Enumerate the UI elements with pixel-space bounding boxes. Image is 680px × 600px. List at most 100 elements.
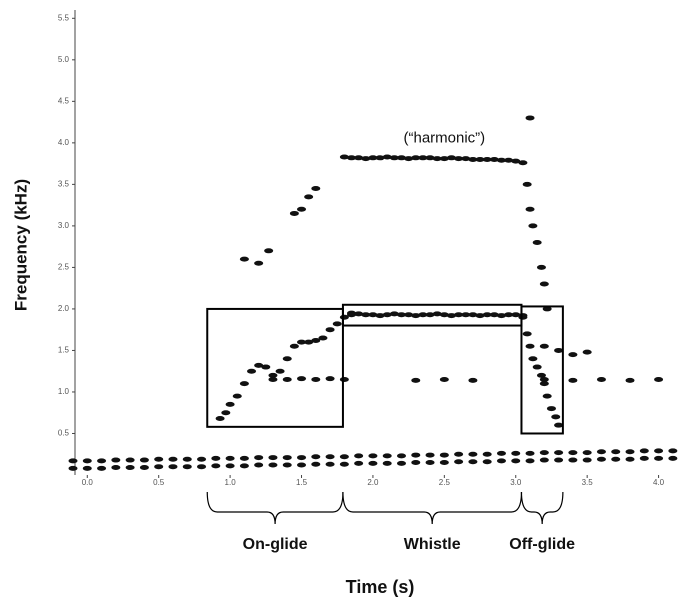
spectrogram-dot <box>125 457 135 463</box>
x-tick-label: 3.0 <box>510 478 522 487</box>
spectrogram-dot <box>311 454 321 460</box>
region-brace <box>520 491 564 525</box>
spectrogram-dot <box>211 455 221 461</box>
spectrogram-dot <box>432 156 442 162</box>
spectrogram-dot <box>446 155 456 161</box>
spectrogram-dot <box>297 206 307 212</box>
region-box <box>520 305 564 435</box>
spectrogram-dot <box>304 194 314 200</box>
spectrogram-dot <box>582 450 592 456</box>
spectrogram-dot <box>297 376 307 382</box>
region-brace <box>206 491 344 525</box>
spectrogram-dot <box>232 393 242 399</box>
spectrogram-dot <box>111 457 121 463</box>
spectrogram-dot <box>261 364 271 370</box>
y-tick-label: 3.0 <box>58 221 70 230</box>
spectrogram-dot <box>97 458 107 464</box>
spectrogram-dot <box>522 181 532 187</box>
spectrogram-dot <box>496 157 506 163</box>
spectrogram-dot <box>382 312 392 318</box>
spectrogram-dot <box>375 155 385 161</box>
spectrogram-dot <box>489 156 499 162</box>
spectrogram-dot <box>354 453 364 459</box>
spectrogram-dot <box>368 155 378 161</box>
x-tick-label: 2.0 <box>367 478 379 487</box>
spectrogram-dot <box>654 455 664 461</box>
spectrogram-dot <box>539 377 549 383</box>
spectrogram-dot <box>275 368 285 374</box>
spectrogram-dot <box>382 453 392 459</box>
spectrogram-dot <box>439 460 449 466</box>
spectrogram-dot <box>482 312 492 318</box>
spectrogram-dot <box>539 457 549 463</box>
spectrogram-dot <box>625 456 635 462</box>
spectrogram-dot <box>347 155 357 161</box>
spectrogram-dot <box>454 459 464 465</box>
spectrogram-dot <box>354 311 364 317</box>
spectrogram-dot <box>468 451 478 457</box>
spectrogram-dot <box>668 448 678 454</box>
spectrogram-dot <box>418 155 428 161</box>
spectrogram-dot <box>389 155 399 161</box>
spectrogram-dot <box>304 339 314 345</box>
spectrogram-dot <box>221 410 231 416</box>
spectrogram-dot <box>475 313 485 319</box>
spectrogram-dot <box>289 210 299 216</box>
region-label: On-glide <box>243 536 308 553</box>
spectrogram-dot <box>361 312 371 318</box>
spectrogram-dot <box>554 457 564 463</box>
spectrogram-dot <box>311 186 321 192</box>
spectrogram-dot <box>325 376 335 382</box>
spectrogram-dot <box>489 312 499 318</box>
spectrogram-dot <box>528 223 538 229</box>
x-tick-label: 4.0 <box>653 478 665 487</box>
spectrogram-dot <box>125 465 135 471</box>
spectrogram-dot <box>625 449 635 455</box>
spectrogram-dot <box>568 450 578 456</box>
spectrogram-dot <box>582 349 592 355</box>
spectrogram-dot <box>539 343 549 349</box>
spectrogram-dot <box>239 381 249 387</box>
spectrogram-dot <box>639 455 649 461</box>
spectrogram-dot <box>368 312 378 318</box>
spectrogram-dot <box>411 377 421 383</box>
spectrogram-dot <box>461 312 471 318</box>
spectrogram-dot <box>496 313 506 319</box>
spectrogram-dot <box>268 377 278 383</box>
spectrogram-dot <box>611 449 621 455</box>
spectrogram-dot <box>454 451 464 457</box>
spectrogram-dot <box>551 414 561 420</box>
spectrogram-dot <box>468 377 478 383</box>
y-tick-label: 3.5 <box>58 179 70 188</box>
spectrogram-dot <box>361 156 371 162</box>
y-tick-label: 5.0 <box>58 55 70 64</box>
spectrogram-dot <box>347 312 357 318</box>
y-tick-label: 5.5 <box>58 13 70 22</box>
spectrogram-dot <box>396 312 406 318</box>
spectrogram-dot <box>411 313 421 319</box>
spectrogram-dot <box>611 456 621 462</box>
spectrogram-dot <box>536 372 546 378</box>
spectrogram-dot <box>454 156 464 162</box>
x-tick-label: 2.5 <box>439 478 451 487</box>
spectrogram-dot <box>82 458 92 464</box>
spectrogram-dot <box>82 465 92 471</box>
spectrogram-dot <box>525 450 535 456</box>
spectrogram-dot <box>282 377 292 383</box>
spectrogram-dot <box>382 460 392 466</box>
spectrogram-dot <box>325 327 335 333</box>
spectrogram-dot <box>425 460 435 466</box>
spectrogram-dot <box>461 156 471 162</box>
spectrogram-dot <box>596 377 606 383</box>
spectrogram-dot <box>554 422 564 428</box>
spectrogram-dot <box>311 461 321 467</box>
spectrogram-dot <box>539 281 549 287</box>
spectrogram-dot <box>182 464 192 470</box>
spectrogram-dot <box>254 362 264 368</box>
spectrogram-dot <box>354 155 364 161</box>
spectrogram-dot <box>532 364 542 370</box>
spectrogram-dot <box>332 321 342 327</box>
x-axis-title: Time (s) <box>346 577 415 597</box>
